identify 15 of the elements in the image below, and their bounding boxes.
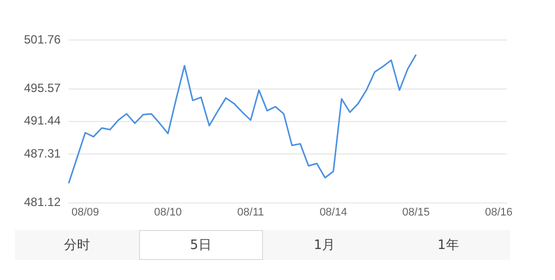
- y-tick-label: 481.12: [24, 195, 62, 210]
- y-tick-label: 495.57: [24, 81, 62, 96]
- text: 1月: [312, 237, 336, 255]
- text: 5日: [138, 230, 262, 260]
- y-tick-label: 491.44: [24, 114, 62, 128]
- x-tick-label: 08/14: [320, 206, 348, 218]
- text: 1年: [436, 237, 460, 255]
- x-tick-label: 08/16: [484, 206, 512, 218]
- x-tick-label: 08/15: [402, 206, 430, 218]
- x-tick-label: 08/09: [71, 206, 100, 218]
- text: 分时: [62, 237, 91, 255]
- y-tick-label: 487.31: [24, 146, 62, 160]
- y-tick-label: 501.76: [24, 32, 62, 46]
- x-tick-label: 08/11: [237, 206, 264, 218]
- x-tick-label: 08/10: [154, 206, 182, 218]
